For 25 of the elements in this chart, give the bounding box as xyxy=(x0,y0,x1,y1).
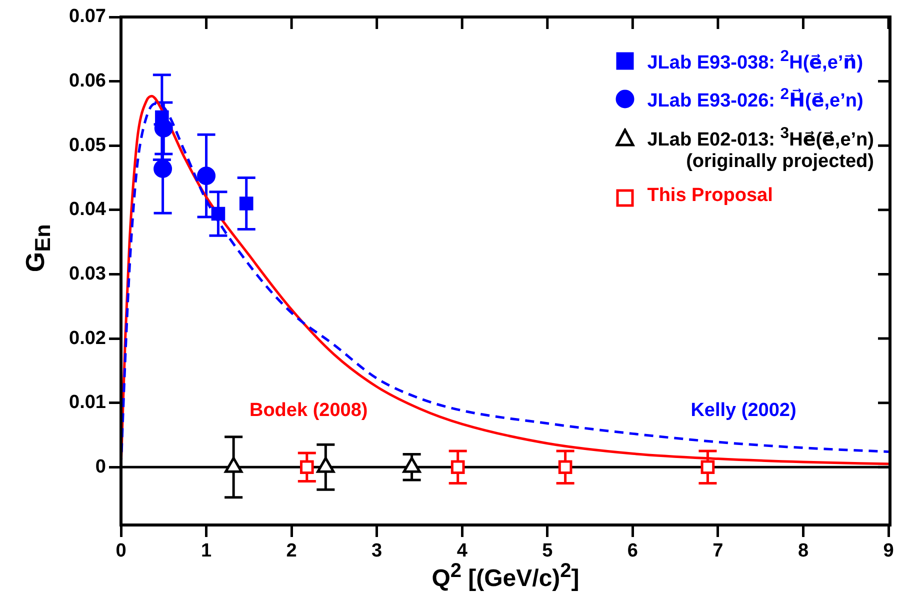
series-label: Bodek (2008) xyxy=(249,400,368,422)
x-tick-label: 2 xyxy=(286,540,297,562)
x-tick-label: 1 xyxy=(200,540,212,562)
y-tick-label: 0.06 xyxy=(69,70,106,92)
x-tick-label: 8 xyxy=(798,540,809,562)
x-tick-label: 6 xyxy=(627,540,638,562)
x-axis-title: Q$^{2}$ [(GeV/c)$^{2}$] xyxy=(430,560,580,593)
x-tick-label: 7 xyxy=(712,540,724,562)
legend-label: JLab E02-013: $^{3}$He⃗(e⃗,e’n) (originally projected) xyxy=(647,124,874,173)
y-tick-label: 0.02 xyxy=(69,328,106,349)
x-tick-label: 3 xyxy=(372,540,382,562)
x-tick-label: 0 xyxy=(116,540,126,562)
y-tick-label: 0.01 xyxy=(69,392,106,414)
series-label: Kelly (2002) xyxy=(690,400,796,422)
legend-label: This Proposal xyxy=(647,184,773,207)
x-tick-label: 9 xyxy=(883,540,894,562)
y-tick-label: 0.04 xyxy=(69,199,106,220)
y-tick-label: 0.05 xyxy=(69,134,106,156)
y-tick-label: 0.07 xyxy=(69,6,106,28)
x-tick-label: 4 xyxy=(456,540,468,562)
legend-label: JLab E93-038: $^{2}$H(e⃗,e’n⃗) xyxy=(647,48,864,74)
y-tick-label: 0.03 xyxy=(69,263,106,284)
legend-label: JLab E93-026: $^{2}$H⃗(e⃗,e’n) xyxy=(647,86,864,113)
x-tick-label: 5 xyxy=(542,540,554,562)
y-tick-label: 0 xyxy=(95,456,106,478)
